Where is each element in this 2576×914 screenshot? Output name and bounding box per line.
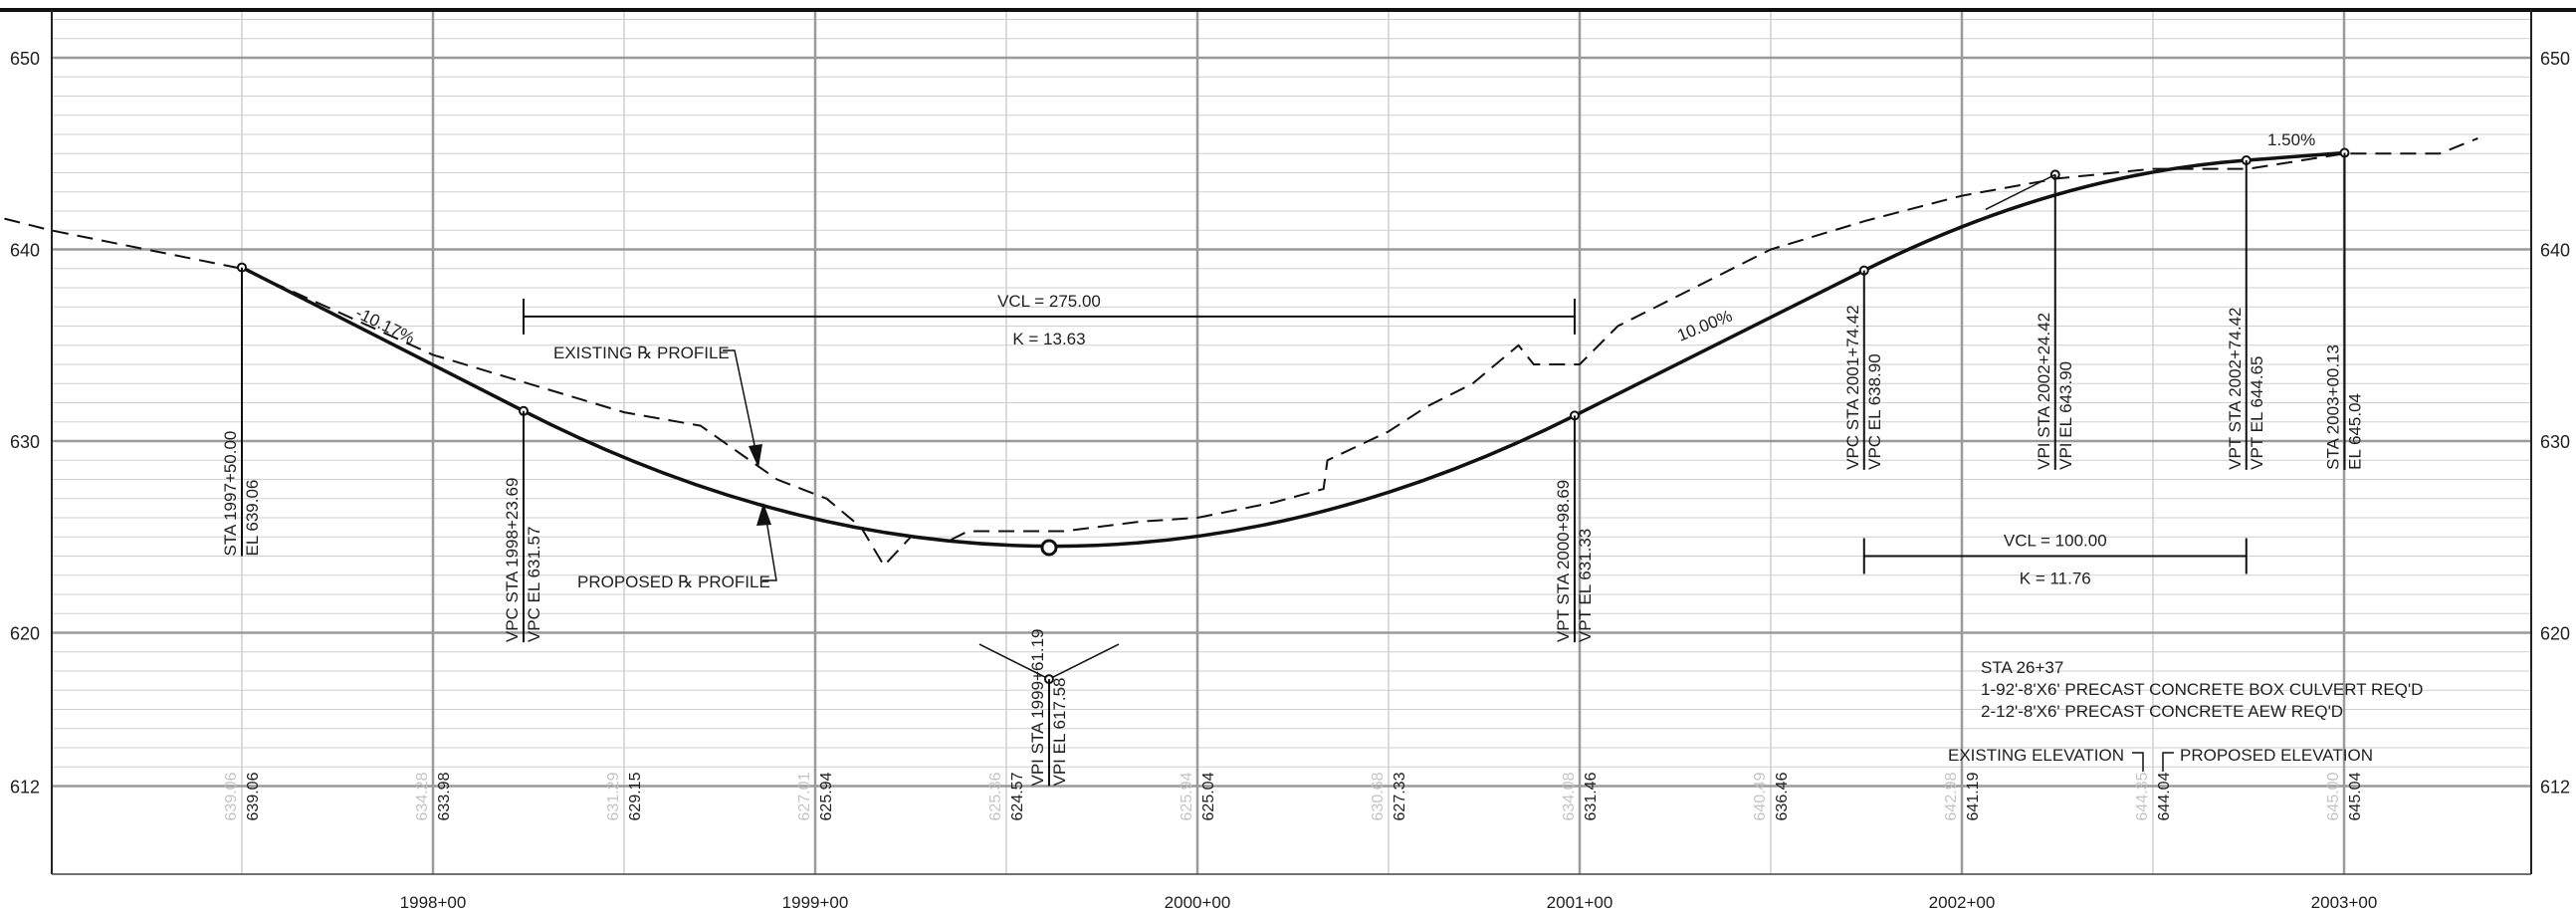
vpi-tangent-right <box>1048 643 1120 680</box>
existing-elevation-value: 625.36 <box>987 772 1004 820</box>
elevation-tick-label-right: 640 <box>2540 241 2570 261</box>
proposed-elevation-value: 641.19 <box>1965 772 1982 820</box>
existing-elevation-value: 639.06 <box>223 772 240 820</box>
proposed-elevation-value: 631.46 <box>1583 772 1600 820</box>
callout-label: EL 639.06 <box>243 480 262 557</box>
elevation-tick-label-right: 630 <box>2540 432 2570 452</box>
callout-label: EL 645.04 <box>2345 393 2364 470</box>
callout-label: VPC STA 1998+23.69 <box>503 478 522 643</box>
elevation-tick-label-left: 620 <box>10 624 40 644</box>
callout-label: VPT STA 2000+98.69 <box>1554 480 1573 642</box>
existing-elevation-value: 645.00 <box>2325 772 2342 820</box>
callout-label: STA 1997+50.00 <box>221 431 240 557</box>
proposed-elevation-value: 645.04 <box>2347 772 2364 820</box>
culvert-note-line: 1-92'-8'X6' PRECAST CONCRETE BOX CULVERT… <box>1981 680 2423 699</box>
proposed-profile-leader <box>762 507 777 581</box>
proposed-elevation-value: 644.04 <box>2156 772 2173 820</box>
station-tick-label: 2002+00 <box>1929 893 1996 912</box>
existing-elevation-value: 634.28 <box>414 772 431 820</box>
proposed-elevation-value: 627.33 <box>1392 772 1408 820</box>
elevation-axis-labels: 650 650 640 640 630 630 620 620 612 612 <box>10 49 2570 798</box>
station-tick-label: 1999+00 <box>782 893 849 912</box>
existing-elevation-value: 627.01 <box>796 772 813 820</box>
existing-elevation-value: 630.68 <box>1370 772 1387 820</box>
vpi-tangent-left <box>1985 173 2056 211</box>
callout-label: VPI EL 617.58 <box>1050 677 1069 786</box>
existing-profile-label: EXISTING ℞ PROFILE <box>553 343 730 362</box>
station-callouts: STA 1997+50.00 EL 639.06 VPC STA 1998+23.6… <box>221 152 2364 787</box>
existing-elevation-value: 640.49 <box>1752 772 1769 820</box>
vcl-label: VCL = 275.00 <box>997 292 1101 311</box>
elevation-tick-label-left: 640 <box>10 241 40 261</box>
major-grid <box>52 10 2531 874</box>
culvert-note-line: 2-12'-8'X6' PRECAST CONCRETE AEW REQ'D <box>1981 702 2343 721</box>
callout-label: VPC STA 2001+74.42 <box>1843 305 1862 470</box>
k-value-label: K = 11.76 <box>2020 570 2091 588</box>
elevation-tick-label-left: 650 <box>10 49 40 69</box>
elevation-tick-label-right: 650 <box>2540 49 2570 69</box>
proposed-elevation-value: 633.98 <box>436 772 453 820</box>
k-value-label: K = 13.63 <box>1012 330 1085 348</box>
existing-elevation-value: 642.98 <box>1943 772 1960 820</box>
callout-label: VPC EL 638.90 <box>1865 353 1884 470</box>
proposed-elevation-value: 625.04 <box>1200 772 1217 820</box>
culvert-note-line: STA 26+37 <box>1981 658 2063 677</box>
existing-elevation-value: 631.29 <box>605 772 622 820</box>
proposed-grade-line <box>241 150 2345 549</box>
bottom-elevation-table: 639.06 639.06 634.28 633.98 631.29 629.15 627.… <box>223 772 2364 820</box>
existing-profile <box>0 136 2478 568</box>
frame <box>0 8 2576 875</box>
vcl-label: VCL = 100.00 <box>2004 532 2107 551</box>
existing-elevation-value: 644.35 <box>2134 772 2151 820</box>
elevation-tick-label-left: 630 <box>10 432 40 452</box>
existing-elevation-legend: EXISTING ELEVATION <box>1948 746 2124 765</box>
proposed-elevation-value: 624.57 <box>1009 772 1026 820</box>
vpi-tangent-left <box>978 643 1050 680</box>
callout-label: VPI STA 2002+24.42 <box>2035 313 2053 470</box>
callout-label: VPI STA 1999+61.19 <box>1028 629 1047 787</box>
pvi-tangent-lines <box>978 173 2056 685</box>
existing-elevation-legend-leader <box>2132 752 2144 772</box>
proposed-elevation-value: 636.46 <box>1774 772 1791 820</box>
elevation-tick-label-right: 620 <box>2540 624 2570 644</box>
low-point-marker <box>1040 539 1058 557</box>
vertical-curve-dimensions: VCL = 275.00 K = 13.63 VCL = 100.00 K = 11.… <box>522 292 2248 588</box>
proposed-profile-label: PROPOSED ℞ PROFILE <box>577 572 770 591</box>
callout-label: VPI EL 643.90 <box>2056 361 2075 470</box>
proposed-elevation-legend: PROPOSED ELEVATION <box>2180 746 2373 765</box>
station-axis-labels: 1998+00 1999+00 2000+00 2001+00 2002+00 2003+… <box>400 893 2378 912</box>
grade-label: 1.50% <box>2267 130 2315 149</box>
existing-ground-line <box>0 136 2478 568</box>
elevation-tick-label-left: 612 <box>10 778 40 798</box>
existing-elevation-value: 634.08 <box>1561 772 1578 820</box>
proposed-elevation-value: 625.94 <box>818 772 835 820</box>
station-tick-label: 2000+00 <box>1165 893 1231 912</box>
station-tick-label: 1998+00 <box>400 893 467 912</box>
existing-profile-leader <box>723 349 759 465</box>
elevation-tick-label-right: 612 <box>2540 778 2570 798</box>
existing-elevation-value: 625.94 <box>1179 772 1195 820</box>
proposed-elevation-legend-leader <box>2162 752 2174 772</box>
station-tick-label: 2001+00 <box>1547 893 1613 912</box>
proposed-elevation-value: 639.06 <box>245 772 262 820</box>
leader-arrowhead <box>749 444 762 468</box>
station-tick-label: 2003+00 <box>2311 893 2378 912</box>
callout-label: VPT STA 2002+74.42 <box>2226 308 2245 470</box>
leader-arrowhead <box>756 503 771 526</box>
proposed-elevation-value: 629.15 <box>627 772 644 820</box>
callout-label: VPT EL 644.65 <box>2248 356 2266 470</box>
callout-label: STA 2003+00.13 <box>2323 344 2342 470</box>
callout-label: VPT EL 631.33 <box>1576 529 1595 642</box>
callout-label: VPC EL 631.57 <box>525 527 543 643</box>
